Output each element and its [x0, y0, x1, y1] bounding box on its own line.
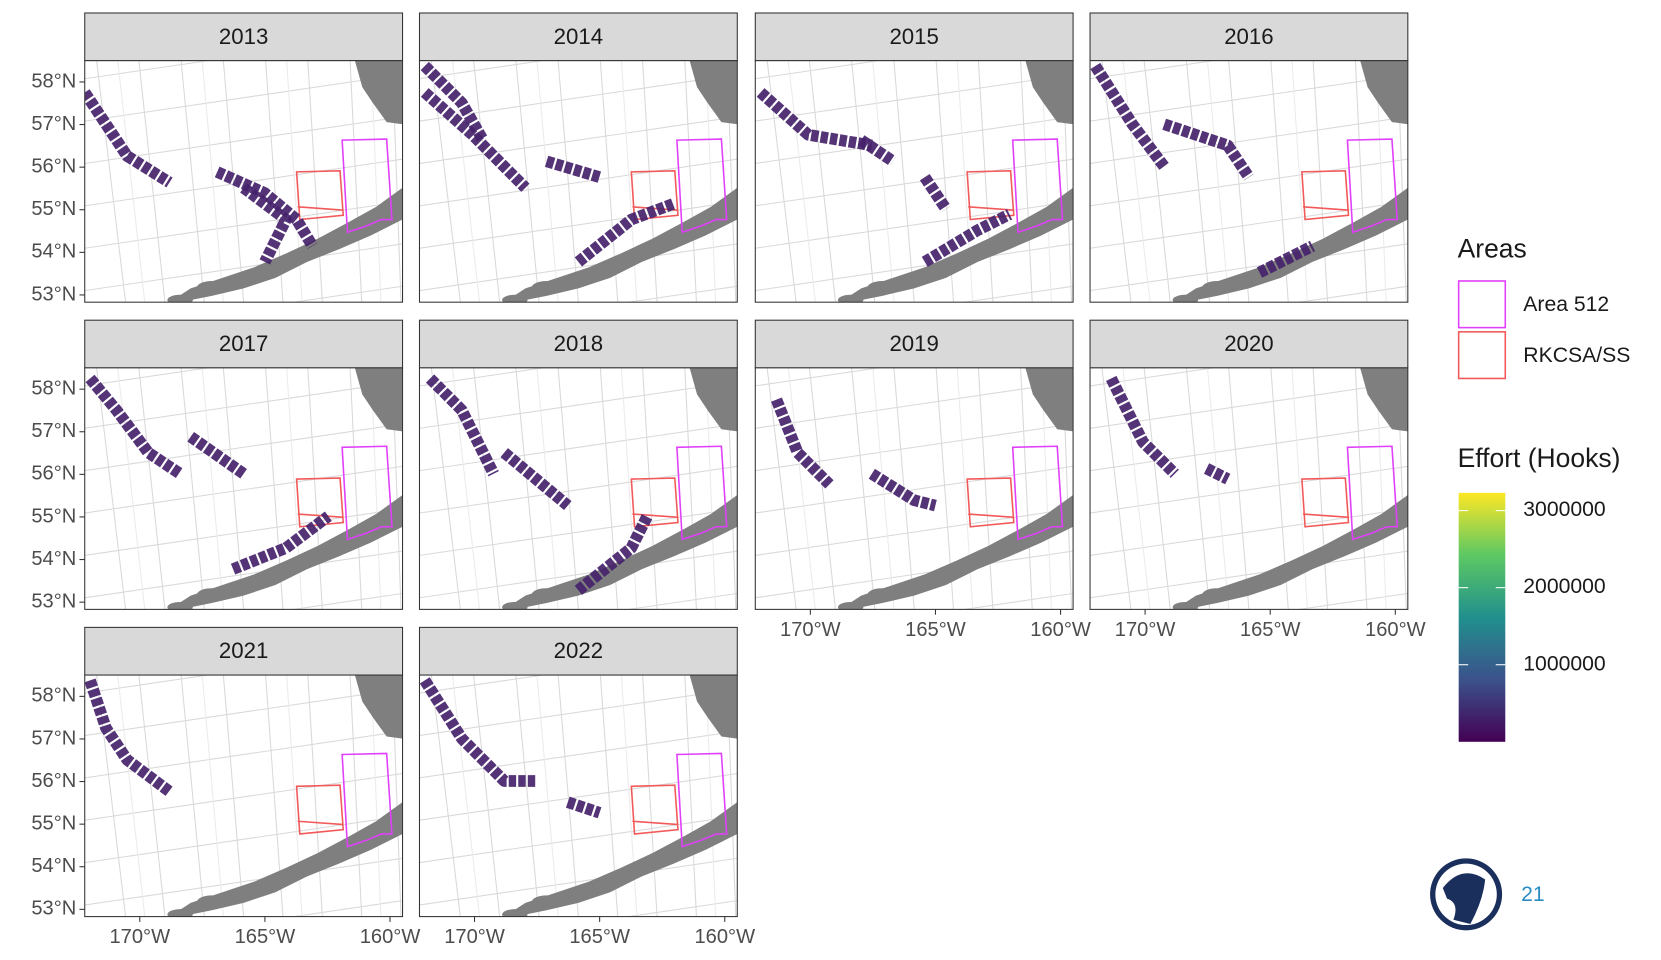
logo — [1430, 858, 1502, 930]
y-tick-label: 56°N — [31, 463, 76, 485]
x-tick-label: 170°W — [444, 926, 505, 948]
y-tick-label: 53°N — [31, 898, 76, 920]
panel-title: 2022 — [554, 638, 603, 663]
page: 2013 53°N 54°N 55°N 56°N 57°N 58°N 2014 2015 2016… — [0, 0, 1661, 955]
x-tick-label: 170°W — [110, 926, 171, 948]
colorbar — [1459, 493, 1506, 742]
y-tick-label: 53°N — [31, 283, 76, 305]
y-tick-label: 54°N — [31, 855, 76, 877]
colorbar-title: Effort (Hooks) — [1458, 443, 1621, 473]
x-tick-label: 165°W — [905, 619, 966, 641]
colorbar-label: 3000000 — [1523, 498, 1605, 521]
x-tick-label: 160°W — [360, 926, 421, 948]
basemap — [398, 643, 758, 955]
panel-title: 2017 — [219, 331, 268, 356]
legend-label: Area 512 — [1523, 293, 1609, 316]
x-tick-label: 160°W — [1030, 619, 1091, 641]
y-tick-label: 53°N — [31, 590, 76, 612]
map: 170°W 165°W 160°W — [1069, 336, 1429, 686]
x-tick-label: 170°W — [780, 619, 841, 641]
panel-title: 2016 — [1224, 24, 1273, 49]
y-tick-label: 57°N — [31, 727, 76, 749]
panel: 2019 170°W 165°W 160°W — [734, 320, 1094, 685]
y-tick-label: 55°N — [31, 812, 76, 834]
map-content — [398, 643, 758, 955]
panel-title: 2019 — [889, 331, 938, 356]
x-tick-label: 165°W — [235, 926, 296, 948]
panel: 2022 170°W 165°W 160°W — [398, 627, 758, 955]
colorbar-label: 1000000 — [1523, 652, 1605, 675]
panel: 2020 170°W 165°W 160°W — [1069, 320, 1429, 685]
panel: 2021 53°N 54°N 55°N 56°N 57°N 58°N 170°W 165°W 16… — [31, 627, 423, 955]
y-tick-label: 55°N — [31, 198, 76, 220]
panel-title: 2015 — [889, 24, 938, 49]
map: 53°N 54°N 55°N 56°N 57°N 58°N 170°W 165°W 160°W — [31, 643, 423, 955]
y-tick-label: 57°N — [31, 420, 76, 442]
legend-title: Areas — [1458, 233, 1527, 263]
x-tick-label: 160°W — [694, 926, 755, 948]
y-tick-label: 55°N — [31, 505, 76, 527]
legend-key — [1459, 281, 1506, 328]
y-tick-label: 56°N — [31, 155, 76, 177]
y-tick-label: 56°N — [31, 770, 76, 792]
y-tick-label: 58°N — [31, 70, 76, 92]
colorbar-label: 2000000 — [1523, 575, 1605, 598]
y-tick-label: 54°N — [31, 241, 76, 263]
map: 170°W 165°W 160°W — [398, 643, 758, 955]
y-tick-label: 54°N — [31, 548, 76, 570]
panel-title: 2014 — [554, 24, 603, 49]
panel-title: 2013 — [219, 24, 268, 49]
x-tick-label: 165°W — [569, 926, 630, 948]
page-number: 21 — [1521, 883, 1545, 906]
panel-title: 2018 — [554, 331, 603, 356]
y-tick-label: 58°N — [31, 377, 76, 399]
panel-title: 2021 — [219, 638, 268, 663]
x-tick-label: 170°W — [1115, 619, 1176, 641]
legend-label: RKCSA/SS — [1523, 344, 1630, 367]
y-tick-label: 58°N — [31, 685, 76, 707]
x-tick-label: 160°W — [1365, 619, 1426, 641]
panel-title: 2020 — [1224, 331, 1273, 356]
x-tick-label: 165°W — [1240, 619, 1301, 641]
basemap — [64, 643, 424, 955]
legend-key — [1459, 332, 1506, 379]
map-content — [64, 643, 424, 955]
map: 170°W 165°W 160°W — [734, 336, 1094, 686]
y-tick-label: 57°N — [31, 113, 76, 135]
